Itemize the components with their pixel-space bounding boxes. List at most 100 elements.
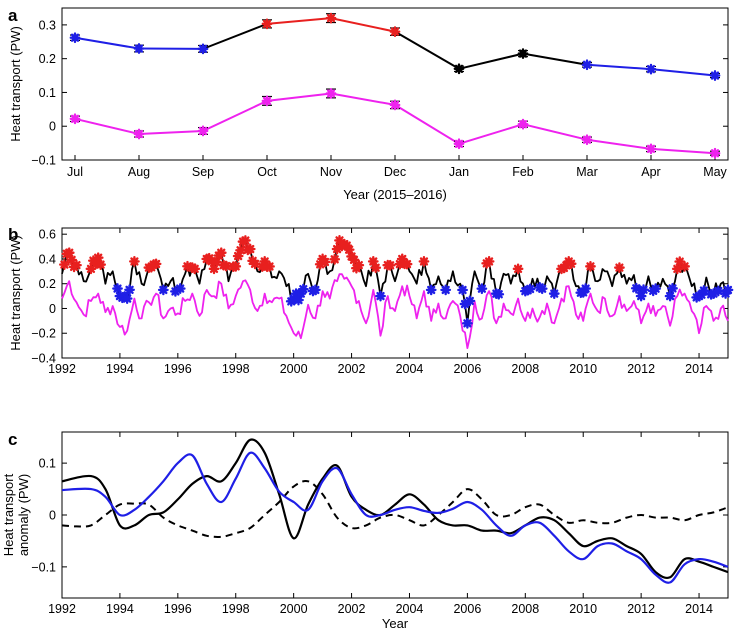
- panel-b-marker-strong: [92, 252, 104, 264]
- panel-b-marker-strong: [264, 261, 275, 272]
- panel-b-marker-strong: [353, 259, 365, 271]
- panel-a-letter: a: [8, 6, 18, 25]
- panel-a-marker: [581, 134, 593, 146]
- panel-b-marker-weak: [174, 283, 186, 294]
- panel-b-letter: b: [8, 225, 18, 244]
- panel-b-xtick-label: 1994: [106, 362, 134, 376]
- panel-c-xtick-label: 2004: [396, 602, 424, 616]
- panel-b-marker-strong: [396, 253, 408, 265]
- panel-b-marker-strong: [235, 244, 246, 256]
- panel-c-xtick-label: 2006: [453, 602, 481, 616]
- panel-a-marker: [709, 147, 721, 159]
- panel-c-letter: c: [8, 430, 17, 449]
- panel-b-ytick-label: 0.4: [39, 252, 56, 266]
- panel-c-ytick-label: 0: [49, 509, 56, 523]
- panel-b-marker-strong: [314, 258, 326, 270]
- panel-b-marker-weak: [664, 290, 676, 302]
- panel-c-line-dashed: [61, 480, 729, 538]
- panel-b-marker-strong: [182, 260, 193, 272]
- panel-a-xtick-label: Oct: [257, 165, 277, 179]
- panel-b-marker-weak: [440, 284, 452, 296]
- panel-a-line-segment: [74, 36, 140, 50]
- panel-b-marker-strong: [674, 256, 686, 268]
- panel-b-marker-strong: [211, 256, 222, 268]
- panel-c-axes-frame: [61, 431, 729, 599]
- panel-b-ytick-label: 0.6: [39, 228, 56, 242]
- panel-c-xtick-label: 2012: [627, 602, 655, 616]
- panel-b-marker-strong: [189, 263, 201, 275]
- panel-a-ytick-label: 0.1: [39, 86, 56, 100]
- panel-b-marker-weak: [638, 284, 649, 296]
- panel-b-marker-weak: [375, 290, 386, 302]
- panel-b-marker-weak: [536, 283, 548, 295]
- panel-a-marker: [325, 88, 337, 99]
- panel-b-xtick-label: 2006: [453, 362, 481, 376]
- panel-b-ytick-label: −0.4: [31, 352, 56, 366]
- panel-b-marker-weak: [464, 295, 476, 307]
- panel-b-marker-strong: [239, 235, 251, 246]
- panel-a-marker: [325, 12, 337, 24]
- panel-a-marker: [645, 143, 657, 155]
- panel-b-xtick-label: 1992: [48, 362, 76, 376]
- panel-a-xtick-label: Mar: [576, 165, 598, 179]
- panel-a-xtick-label: Aug: [128, 165, 150, 179]
- panel-b-marker-weak: [121, 293, 133, 304]
- panel-b-marker-strong: [220, 260, 232, 272]
- panel-b-marker-weak: [493, 288, 505, 300]
- panel-c-xtick-label: 2002: [338, 602, 366, 616]
- panel-b-marker-strong: [244, 243, 256, 255]
- panel-c-ytick-label: 0.1: [39, 457, 56, 471]
- panel-b-marker-weak: [712, 285, 724, 297]
- panel-b-xtick-label: 2002: [338, 362, 366, 376]
- panel-b-marker-weak: [650, 283, 662, 295]
- panel-b-marker-strong: [150, 258, 162, 270]
- panel-a-xlabel: Year (2015–2016): [343, 187, 447, 202]
- panel-b-marker-strong: [348, 254, 360, 266]
- panel-c-xlabel: Year: [382, 616, 409, 630]
- panel-a-line-segment: [650, 68, 716, 77]
- panel-a-line-segment: [522, 52, 588, 66]
- panel-b-xtick-label: 2010: [569, 362, 597, 376]
- panel-b-marker-weak: [722, 284, 734, 296]
- panel-b-marker-weak: [635, 290, 647, 302]
- panel-a-xtick-label: Jul: [67, 165, 83, 179]
- panel-a-xtick-label: May: [703, 165, 727, 179]
- panel-b-marker-weak: [295, 288, 307, 300]
- panel-b-marker-weak: [708, 288, 719, 300]
- panel-a-marker: [581, 59, 593, 71]
- panel-b-marker-strong: [614, 262, 625, 274]
- panel-c-xtick-label: 1994: [106, 602, 134, 616]
- panel-a-marker: [517, 48, 529, 59]
- panel-c-ylabel-line1: Heat transport: [1, 473, 16, 556]
- panel-b-marker-strong: [370, 262, 382, 274]
- panel-a-marker: [645, 63, 657, 75]
- panel-b-marker-strong: [249, 258, 261, 270]
- panel-b-marker-strong: [329, 253, 341, 265]
- panel-b-marker-weak: [461, 317, 473, 329]
- panel-a-line-segment: [458, 52, 524, 70]
- panel-a-ytick-label: 0: [49, 120, 56, 134]
- panel-b-marker-weak: [696, 289, 707, 301]
- panel-b-marker-strong: [512, 263, 524, 275]
- panel-b-marker-weak: [170, 286, 181, 297]
- panel-b-marker-strong: [384, 259, 396, 271]
- panel-b-marker-strong: [401, 258, 413, 270]
- panel-b: −0.4 −0.2 0 0.2 0.4 0.6 1992 1994 1996 1998 2000 20…: [8, 225, 734, 376]
- panel-b-marker-weak: [288, 293, 300, 304]
- panel-a-marker: [261, 18, 273, 30]
- panel-b-marker-weak: [457, 284, 468, 296]
- panel-a-ytick-label: 0.3: [39, 18, 56, 32]
- panel-a-line-segment: [330, 17, 396, 33]
- panel-c-ytick-label: −0.1: [31, 560, 56, 574]
- panel-b-marker-weak: [293, 294, 304, 306]
- panel-b-xtick-label: 2004: [396, 362, 424, 376]
- panel-b-ytick-label: 0: [49, 302, 56, 316]
- panel-a-line-segment: [266, 17, 332, 25]
- panel-c-xtick-label: 1992: [48, 602, 76, 616]
- panel-a-marker: [69, 113, 81, 125]
- panel-b-marker-strong: [232, 250, 244, 262]
- panel-b-marker-strong: [66, 254, 78, 266]
- panel-b-marker-strong: [95, 259, 107, 271]
- panel-b-marker-weak: [524, 283, 536, 295]
- panel-a-marker: [709, 70, 721, 81]
